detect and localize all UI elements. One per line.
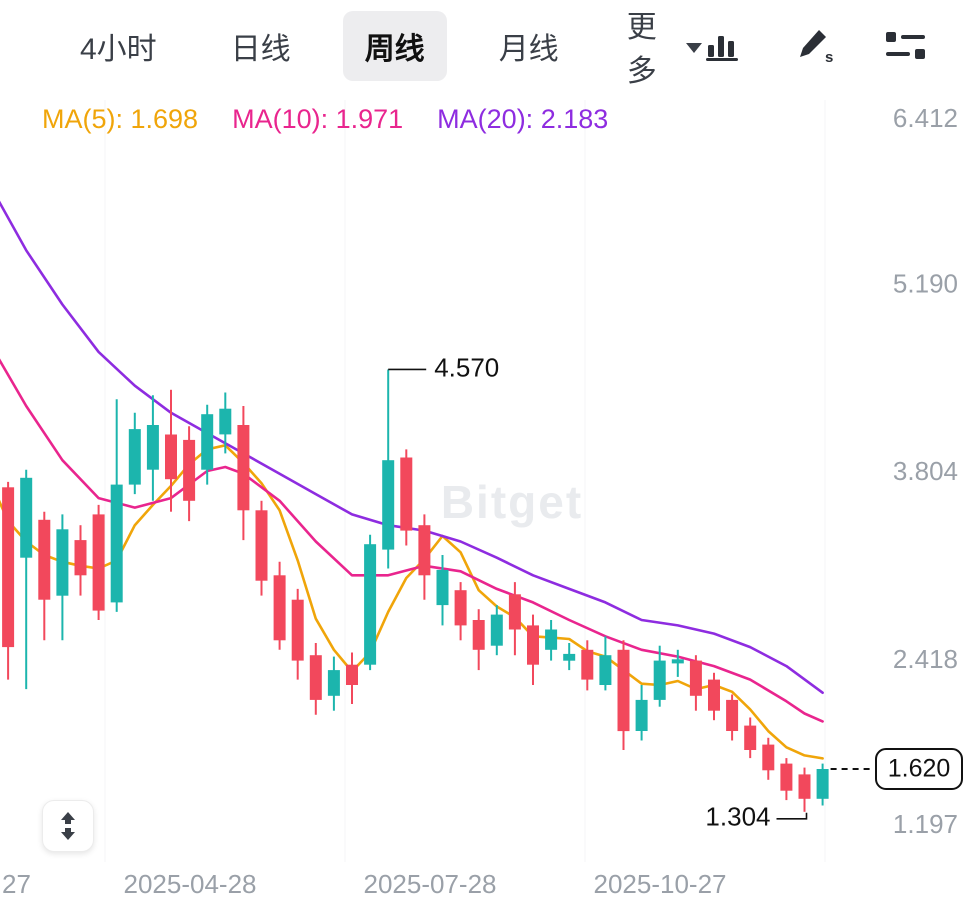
high-price-label: 4.570 <box>434 352 499 382</box>
candle <box>346 664 358 685</box>
candle <box>56 529 69 596</box>
low-marker-line <box>776 812 808 820</box>
draw-pencil-icon[interactable]: s <box>794 26 834 66</box>
more-label: 更多 <box>626 11 657 88</box>
candle <box>273 575 286 641</box>
candle <box>364 544 377 665</box>
y-axis-label: 2.418 <box>893 644 958 674</box>
x-axis-label: 2025-07-28 <box>364 869 497 899</box>
interval-toolbar: 4小时 日线 周线 月线 更多 s <box>0 0 966 92</box>
candle <box>726 699 739 731</box>
candle <box>708 679 720 711</box>
candle <box>110 484 123 603</box>
x-axis-label: 2025-10-27 <box>594 869 727 899</box>
ma-legend-item-0: MA(5): 1.698 <box>42 104 199 134</box>
y-axis-label: 6.412 <box>893 103 958 133</box>
ma-legend-item-1: MA(10): 1.971 <box>232 104 404 134</box>
candle <box>490 614 503 646</box>
ma-line-MA20 <box>0 200 824 694</box>
candle <box>201 414 214 470</box>
candle <box>165 434 177 480</box>
candle <box>599 655 612 685</box>
candle <box>472 620 485 650</box>
candle <box>780 763 793 791</box>
candle <box>309 655 322 700</box>
candle <box>400 457 413 531</box>
bar-chart-icon[interactable] <box>702 26 742 66</box>
tab-4h[interactable]: 4小时 <box>80 33 157 66</box>
scale-toggle-button[interactable] <box>42 800 94 852</box>
candle <box>762 744 775 771</box>
x-axis-label: 2025-04-28 <box>124 869 257 899</box>
candle <box>219 408 232 435</box>
watermark: Bitget <box>441 476 583 528</box>
candle <box>545 629 558 650</box>
y-axis-label: 1.197 <box>893 809 958 839</box>
last-price-value: 1.620 <box>888 755 951 783</box>
candle <box>128 429 141 485</box>
candle <box>508 594 521 630</box>
ma-line-MA10 <box>0 358 824 723</box>
y-axis-label: 3.804 <box>893 456 958 486</box>
candle <box>382 460 395 550</box>
last-price-tag[interactable] <box>875 747 963 790</box>
candle <box>2 487 15 648</box>
ma-legend: MA(5): 1.698 MA(10): 1.971 MA(20): 2.183 <box>42 104 608 135</box>
candle <box>635 699 648 731</box>
candle <box>581 649 594 680</box>
candle <box>689 660 702 696</box>
candle <box>291 599 304 661</box>
vertical-arrows-icon <box>61 812 75 840</box>
more-intervals-button[interactable]: 更多 <box>627 2 702 90</box>
toolbar-icons: s <box>702 26 966 66</box>
candle <box>617 649 630 732</box>
candle <box>237 425 250 511</box>
candle <box>255 510 268 581</box>
pencil-sub-label: s <box>825 49 833 65</box>
candle <box>527 625 539 665</box>
candle <box>92 514 105 611</box>
candle <box>327 670 340 696</box>
low-price-label: 1.304 <box>705 802 770 832</box>
candle <box>20 477 33 558</box>
candle <box>563 653 576 661</box>
candle <box>671 659 684 664</box>
candle <box>454 590 467 626</box>
candle <box>183 439 196 501</box>
candle <box>418 525 431 576</box>
candle <box>74 540 87 576</box>
tab-weekly[interactable]: 周线 <box>342 11 447 81</box>
y-axis-label: 5.190 <box>893 268 958 298</box>
candle <box>146 425 159 470</box>
candle <box>38 519 51 600</box>
candle <box>436 569 449 606</box>
ma-line-MA5 <box>0 444 824 760</box>
candle <box>816 769 829 799</box>
x-axis-label: 27 <box>2 869 31 899</box>
tab-daily[interactable]: 日线 <box>230 33 291 66</box>
tab-monthly[interactable]: 月线 <box>498 33 559 66</box>
chevron-down-icon <box>686 43 702 53</box>
candle <box>653 660 666 700</box>
indicator-settings-icon[interactable] <box>886 26 926 66</box>
candle <box>798 774 811 799</box>
candle <box>744 725 757 750</box>
ma-legend-item-2: MA(20): 2.183 <box>437 104 609 134</box>
